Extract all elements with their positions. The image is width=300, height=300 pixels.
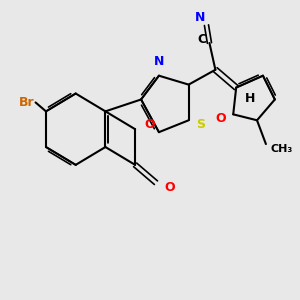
Text: H: H <box>245 92 256 105</box>
Text: O: O <box>144 118 155 131</box>
Text: C: C <box>197 33 206 46</box>
Text: S: S <box>196 118 205 131</box>
Text: O: O <box>215 112 226 125</box>
Text: Br: Br <box>19 96 34 109</box>
Text: N: N <box>195 11 205 24</box>
Text: O: O <box>165 181 175 194</box>
Text: N: N <box>154 55 164 68</box>
Text: CH₃: CH₃ <box>270 143 292 154</box>
